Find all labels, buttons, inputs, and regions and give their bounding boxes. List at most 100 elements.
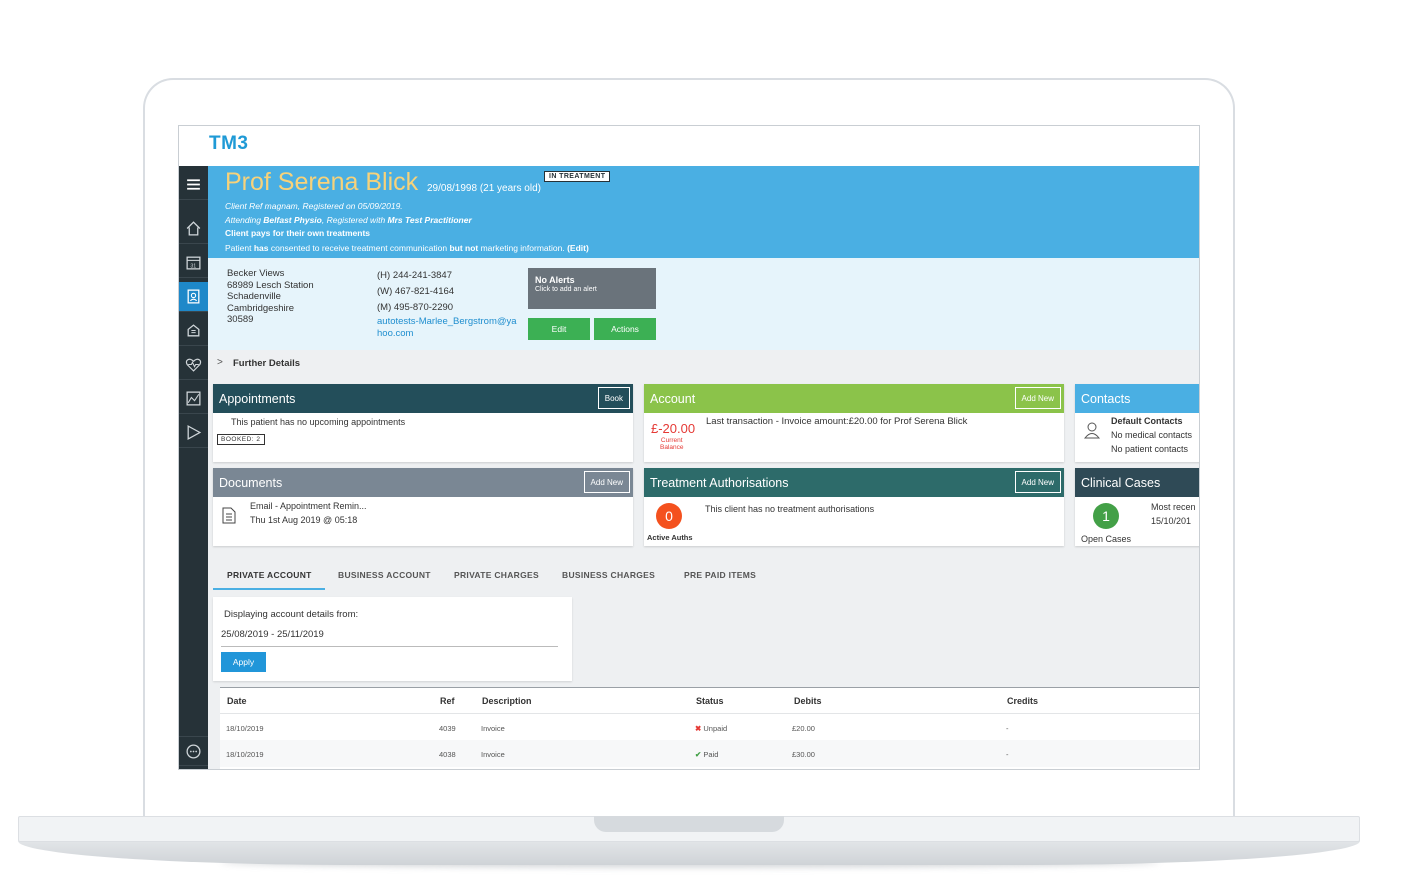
consent-line: Patient has consented to receive treatme… <box>225 243 589 253</box>
account-add-new-button[interactable]: Add New <box>1014 387 1061 409</box>
account-tabs: PRIVATE ACCOUNT BUSINESS ACCOUNT PRIVATE… <box>213 564 813 594</box>
row-ref: 4038 <box>439 750 456 759</box>
top-bar: TM3 <box>179 126 1199 166</box>
edit-button[interactable]: Edit <box>528 318 590 340</box>
calendar-icon[interactable]: 31 <box>179 248 208 278</box>
column-header-status[interactable]: Status <box>696 696 724 706</box>
date-range-field[interactable]: 25/08/2019 - 25/11/2019 <box>221 629 558 647</box>
row-description: Invoice <box>481 724 505 733</box>
column-header-ref[interactable]: Ref <box>440 696 455 706</box>
send-icon[interactable] <box>179 418 208 448</box>
patient-address: Becker Views 68989 Lesch Station Schadenvi… <box>227 268 314 325</box>
health-icon[interactable] <box>179 350 208 380</box>
row-description: Invoice <box>481 750 505 759</box>
chevron-right-icon: > <box>217 357 223 368</box>
reports-icon[interactable] <box>179 384 208 414</box>
booked-badge: BOOKED: 2 <box>217 434 265 445</box>
tab-private-charges[interactable]: PRIVATE CHARGES <box>454 570 539 580</box>
transactions-table: Date Ref Description Status Debits Credi… <box>220 687 1199 769</box>
column-header-date[interactable]: Date <box>227 696 247 706</box>
patient-email-link[interactable]: autotests-Marlee_Bergstrom@yahoo.com <box>377 316 517 339</box>
treatment-auth-card: Treatment Authorisations Add New 0 Activ… <box>644 468 1064 546</box>
contacts-header: Contacts <box>1075 384 1199 413</box>
most-recent-case-date: 15/10/201 <box>1151 516 1192 526</box>
documents-add-new-button[interactable]: Add New <box>583 471 630 493</box>
tab-business-account[interactable]: BUSINESS ACCOUNT <box>338 570 431 580</box>
side-nav: 31 <box>179 166 208 769</box>
patient-dob: 29/08/1998 (21 years old) <box>427 183 541 194</box>
attending-line: Attending Belfast Physio, Registered wit… <box>225 215 472 225</box>
patient-info-bar: Becker Views 68989 Lesch Station Schadenvi… <box>208 258 1199 350</box>
appointments-header: Appointments <box>213 384 633 413</box>
appointments-card: Appointments Book This patient has no up… <box>213 384 633 462</box>
table-row[interactable]: 18/10/2019 4038 Invoice ✔ Paid £30.00 - <box>220 740 1199 767</box>
table-row[interactable]: 18/10/2019 4039 Invoice ✖ Unpaid £20.00 … <box>220 713 1199 740</box>
home-icon[interactable] <box>179 214 208 244</box>
menu-icon[interactable] <box>179 170 208 200</box>
active-auths-count: 0 <box>656 503 682 529</box>
row-debits: £30.00 <box>792 750 815 759</box>
tab-business-charges[interactable]: BUSINESS CHARGES <box>562 570 656 580</box>
laptop-notch <box>594 816 784 832</box>
documents-card: Documents Add New Email - Appointment Re… <box>213 468 633 546</box>
row-debits: £20.00 <box>792 724 815 733</box>
treatment-add-new-button[interactable]: Add New <box>1014 471 1061 493</box>
svg-text:31: 31 <box>190 263 196 269</box>
actions-button[interactable]: Actions <box>594 318 656 340</box>
medical-contacts-text: No medical contacts <box>1111 430 1193 440</box>
column-header-debits[interactable]: Debits <box>794 696 822 706</box>
treatment-auth-text: This client has no treatment authorisati… <box>705 504 875 514</box>
patient-contacts-text: No patient contacts <box>1111 444 1189 454</box>
clinical-cases-card: Clinical Cases 1 Open Cases Most recen 1… <box>1075 468 1199 546</box>
client-ref-line: Client Ref magnam, Registered on 05/09/2… <box>225 201 403 211</box>
most-recent-case-label: Most recen <box>1151 502 1196 512</box>
current-balance-label: Current Balance <box>660 437 684 451</box>
document-icon <box>222 507 236 529</box>
chat-icon[interactable] <box>179 736 208 766</box>
treatment-auth-header: Treatment Authorisations <box>644 468 1064 497</box>
filter-label: Displaying account details from: <box>224 609 359 620</box>
column-header-credits[interactable]: Credits <box>1007 696 1039 706</box>
last-transaction-text: Last transaction - Invoice amount:£20.00… <box>706 416 968 427</box>
patient-name: Prof Serena Blick <box>225 168 419 196</box>
document-date: Thu 1st Aug 2019 @ 05:18 <box>250 515 358 525</box>
column-header-description[interactable]: Description <box>482 696 532 706</box>
row-status: ✔ Paid <box>695 750 719 759</box>
main-content: Prof Serena Blick 29/08/1998 (21 years o… <box>208 166 1199 769</box>
patient-phones: (H) 244-241-3847 (W) 467-821-4164 (M) 495-… <box>377 270 455 313</box>
patients-icon[interactable] <box>179 282 208 312</box>
open-cases-count: 1 <box>1093 503 1119 529</box>
apply-button[interactable]: Apply <box>221 652 266 672</box>
app-screen: TM3 31 <box>178 125 1200 770</box>
further-details-toggle[interactable]: > Further Details <box>208 350 1199 378</box>
payment-line: Client pays for their own treatments <box>225 228 370 238</box>
patient-banner: Prof Serena Blick 29/08/1998 (21 years o… <box>208 166 1199 258</box>
book-button[interactable]: Book <box>597 387 630 409</box>
row-credits: - <box>1006 750 1009 759</box>
row-credits: - <box>1006 724 1009 733</box>
account-card: Account Add New £-20.00 Current Balance L… <box>644 384 1064 462</box>
row-date: 18/10/2019 <box>226 724 264 733</box>
unpaid-x-icon: ✖ <box>695 724 702 733</box>
contact-person-icon <box>1083 421 1101 444</box>
row-date: 18/10/2019 <box>226 750 264 759</box>
row-status: ✖ Unpaid <box>695 724 728 733</box>
tab-pre-paid-items[interactable]: PRE PAID ITEMS <box>684 570 757 580</box>
appointments-text: This patient has no upcoming appointment… <box>231 417 406 427</box>
date-filter-panel: Displaying account details from: 25/08/2… <box>213 597 572 681</box>
tab-private-account[interactable]: PRIVATE ACCOUNT <box>213 564 325 590</box>
account-header: Account <box>644 384 1064 413</box>
row-ref: 4039 <box>439 724 456 733</box>
open-cases-label: Open Cases <box>1081 534 1132 544</box>
clinical-cases-header: Clinical Cases <box>1075 468 1199 497</box>
laptop-base-bottom <box>18 841 1360 865</box>
tm3-logo[interactable]: TM3 <box>209 133 249 154</box>
alerts-box[interactable]: No Alerts Click to add an alert <box>528 268 656 309</box>
treatment-status-badge: IN TREATMENT <box>544 171 611 182</box>
finance-icon[interactable] <box>179 316 208 346</box>
document-title-link[interactable]: Email - Appointment Remin... <box>250 501 367 511</box>
consent-edit-link[interactable]: (Edit) <box>567 243 589 253</box>
contacts-card: Contacts Default Contacts No medical con… <box>1075 384 1199 462</box>
paid-check-icon: ✔ <box>695 750 702 759</box>
